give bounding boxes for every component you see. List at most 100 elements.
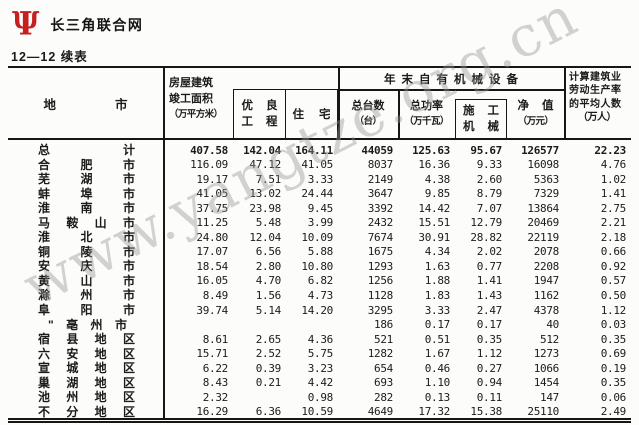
cell-average-workers: 0.69 bbox=[600, 347, 627, 361]
site-header[interactable]: Ψ 长三角联合网 bbox=[12, 4, 143, 46]
table-row: 池州地区 2.32 0.98 282 0.13 0.11 147 0.06 bbox=[8, 388, 631, 406]
cell-residence: 41.05 bbox=[301, 158, 333, 172]
cell-floor-area: 8.49 bbox=[202, 288, 229, 302]
region-cell: 马鞍山市 bbox=[8, 214, 163, 232]
table-row: 宿县地区 8.61 2.65 4.36 521 0.51 0.35 512 0.… bbox=[8, 330, 631, 346]
cell-construction: 2.60 bbox=[476, 172, 503, 186]
region-name: 马鞍山市 bbox=[38, 215, 135, 230]
cell-residence: 3.33 bbox=[307, 172, 334, 186]
region-cell: 宣城地区 bbox=[8, 359, 163, 377]
cell-total-units: 2432 bbox=[367, 216, 394, 230]
table-row: 淮南市 37.75 23.98 9.45 3392 14.42 7.07 138… bbox=[8, 199, 631, 215]
cell-total-power: 1.83 bbox=[424, 288, 451, 302]
region-cell: 总计 bbox=[8, 141, 163, 159]
cell-construction: 0.17 bbox=[476, 318, 503, 332]
cell-excellent: 5.14 bbox=[255, 303, 282, 317]
cell-floor-area: 8.61 bbox=[202, 332, 229, 346]
table-row: 宣城地区 6.22 0.39 3.23 654 0.46 0.27 1066 0… bbox=[8, 359, 631, 377]
cell-net-value: 13864 bbox=[527, 201, 559, 215]
cell-excellent: 6.36 bbox=[255, 405, 282, 419]
cell-total-units: 1256 bbox=[367, 274, 394, 288]
header-average-workers-line3: 的平均人数 bbox=[569, 98, 622, 110]
table-row: 铜陵市 17.07 6.56 5.88 1675 4.34 2.02 2078 … bbox=[8, 243, 631, 261]
cell-net-value: 512 bbox=[540, 332, 559, 346]
table-row: 合肥市 116.09 47.12 41.05 8037 16.36 9.33 1… bbox=[8, 156, 631, 174]
region-cell: 淮北市 bbox=[8, 228, 163, 246]
cell-construction: 0.77 bbox=[476, 259, 503, 273]
cell-floor-area: 8.43 bbox=[202, 376, 229, 390]
region-cell: 安庆市 bbox=[8, 257, 163, 275]
region-name: 六安地区 bbox=[38, 346, 135, 361]
group-divider-line bbox=[338, 68, 340, 138]
cell-excellent: 4.70 bbox=[255, 274, 282, 288]
cell-excellent: 12.04 bbox=[249, 230, 281, 244]
region-column-divider bbox=[163, 68, 165, 418]
cell-construction: 0.27 bbox=[476, 361, 503, 375]
cell-net-value: 2078 bbox=[533, 245, 560, 259]
cell-residence: 3.23 bbox=[307, 361, 334, 375]
region-name: 淮北市 bbox=[38, 230, 135, 245]
cell-floor-area: 24.80 bbox=[196, 230, 228, 244]
cell-construction: 1.41 bbox=[476, 274, 503, 288]
region-cell: 合肥市 bbox=[8, 156, 163, 174]
table-row: 滁州市 8.49 1.56 4.73 1128 1.83 1.43 1162 0… bbox=[8, 286, 631, 304]
cell-total-units: 1282 bbox=[367, 347, 394, 361]
cell-total-units: 282 bbox=[374, 390, 393, 404]
region-name: 黄山市 bbox=[38, 273, 135, 288]
cell-total-power: 30.91 bbox=[418, 230, 450, 244]
cell-floor-area: 407.58 bbox=[190, 143, 228, 157]
cell-net-value: 1162 bbox=[533, 288, 560, 302]
cell-total-power: 9.85 bbox=[424, 187, 451, 201]
cell-total-power: 1.63 bbox=[424, 259, 451, 273]
region-cell: 阜阳市 bbox=[8, 301, 163, 319]
region-cell: 滁州市 bbox=[8, 286, 163, 304]
cell-total-power: 0.17 bbox=[424, 318, 451, 332]
cell-floor-area: 2.32 bbox=[202, 390, 229, 404]
cell-average-workers: 2.18 bbox=[600, 230, 627, 244]
cell-total-units: 1293 bbox=[367, 259, 394, 273]
cell-floor-area: 19.17 bbox=[196, 172, 228, 186]
table-header: 地市 房屋建筑 竣工面积 （万平方米） 优良 工程 住宅 年末自有机械设备 总台… bbox=[8, 68, 631, 140]
cell-net-value: 25110 bbox=[527, 405, 559, 419]
cell-excellent: 2.80 bbox=[255, 259, 282, 273]
header-net-value: 净值 （万元） bbox=[507, 89, 564, 138]
header-average-workers: 计算建筑业 劳动生产率 的平均人数 （万人） bbox=[564, 71, 631, 125]
cell-average-workers: 0.66 bbox=[600, 245, 627, 259]
cell-excellent: 2.52 bbox=[255, 347, 282, 361]
header-average-workers-line1: 计算建筑业 bbox=[569, 72, 622, 83]
cell-average-workers: 1.02 bbox=[600, 172, 627, 186]
cell-residence: 9.45 bbox=[307, 201, 334, 215]
cell-excellent: 1.56 bbox=[255, 288, 282, 302]
cell-average-workers: 2.21 bbox=[600, 216, 627, 230]
header-floor-area-line1: 房屋建筑 bbox=[169, 77, 213, 89]
cell-total-units: 1128 bbox=[367, 288, 394, 302]
region-cell: 池州地区 bbox=[8, 388, 163, 406]
cell-total-units: 4649 bbox=[367, 405, 394, 419]
cell-construction: 1.12 bbox=[476, 347, 503, 361]
cell-residence: 6.82 bbox=[307, 274, 334, 288]
cell-construction: 15.38 bbox=[470, 405, 502, 419]
cell-average-workers: 2.75 bbox=[600, 201, 627, 215]
cell-total-units: 521 bbox=[374, 332, 393, 346]
cell-floor-area: 16.29 bbox=[196, 405, 228, 419]
region-name: 巢湖地区 bbox=[38, 375, 135, 390]
cell-excellent: 13.02 bbox=[249, 187, 281, 201]
header-excellent-line1: 优良 bbox=[241, 100, 278, 112]
cell-total-power: 1.10 bbox=[424, 376, 451, 390]
table-body: 总计 407.58 142.04 164.11 44059 125.63 95.… bbox=[8, 140, 631, 419]
header-average-workers-unit: （万人） bbox=[578, 112, 617, 124]
cell-construction: 2.02 bbox=[476, 245, 503, 259]
cell-excellent: 0.21 bbox=[255, 376, 282, 390]
region-name: 蚌埠市 bbox=[38, 186, 135, 201]
region-cell: 铜陵市 bbox=[8, 243, 163, 261]
cell-net-value: 4378 bbox=[533, 303, 560, 317]
cell-average-workers: 0.92 bbox=[600, 259, 627, 273]
cell-construction: 2.47 bbox=[476, 303, 503, 317]
table-row: 阜阳市 39.74 5.14 14.20 3295 3.33 2.47 4378… bbox=[8, 301, 631, 319]
header-excellent-project: 优良 工程 bbox=[233, 89, 286, 138]
cell-excellent: 7.51 bbox=[255, 172, 282, 186]
header-region: 地市 bbox=[8, 68, 163, 138]
units-divider-line bbox=[398, 89, 400, 138]
region-name: 安庆市 bbox=[38, 259, 135, 274]
cell-average-workers: 0.57 bbox=[600, 274, 627, 288]
